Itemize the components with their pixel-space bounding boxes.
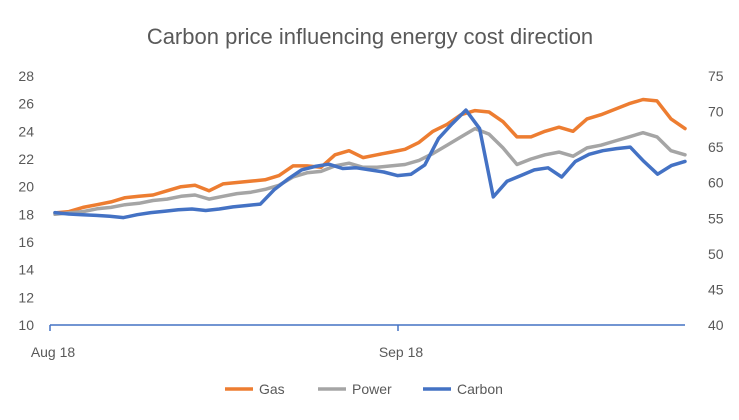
left-axis-tick-label: 28 <box>18 68 34 84</box>
right-axis-tick-label: 45 <box>708 281 724 297</box>
right-axis-tick-label: 75 <box>708 68 724 84</box>
right-axis-tick-label: 70 <box>708 104 724 120</box>
left-axis-tick-label: 26 <box>18 96 34 112</box>
chart-title: Carbon price influencing energy cost dir… <box>147 24 593 49</box>
left-axis-tick-label: 14 <box>18 262 34 278</box>
left-axis-ticks: 10 12 14 16 18 20 22 24 26 28 <box>18 68 34 333</box>
x-axis-tick-label: Sep 18 <box>379 344 424 360</box>
right-axis-tick-label: 65 <box>708 139 724 155</box>
right-axis-tick-label: 50 <box>708 246 724 262</box>
series-lines <box>53 97 687 220</box>
x-axis-tick-label: Aug 18 <box>31 344 76 360</box>
left-axis-tick-label: 18 <box>18 206 34 222</box>
left-axis-tick-label: 10 <box>18 317 34 333</box>
right-axis-tick-label: 60 <box>708 175 724 191</box>
legend-label-carbon: Carbon <box>457 381 503 397</box>
right-axis-tick-label: 40 <box>708 317 724 333</box>
left-axis-tick-label: 20 <box>18 179 34 195</box>
series-line-carbon <box>53 108 687 220</box>
left-axis-tick-label: 22 <box>18 151 34 167</box>
legend-label-gas: Gas <box>259 381 285 397</box>
left-axis-tick-label: 12 <box>18 289 34 305</box>
series-line-power <box>53 126 687 217</box>
series-line-gas <box>53 97 687 215</box>
legend: Gas Power Carbon <box>225 381 503 397</box>
left-axis-tick-label: 16 <box>18 234 34 250</box>
right-axis-tick-label: 55 <box>708 210 724 226</box>
left-axis-tick-label: 24 <box>18 123 34 139</box>
legend-label-power: Power <box>352 381 392 397</box>
right-axis-ticks: 40 45 50 55 60 65 70 75 <box>708 68 724 333</box>
x-axis-ticks: Aug 18 Sep 18 <box>31 325 424 360</box>
